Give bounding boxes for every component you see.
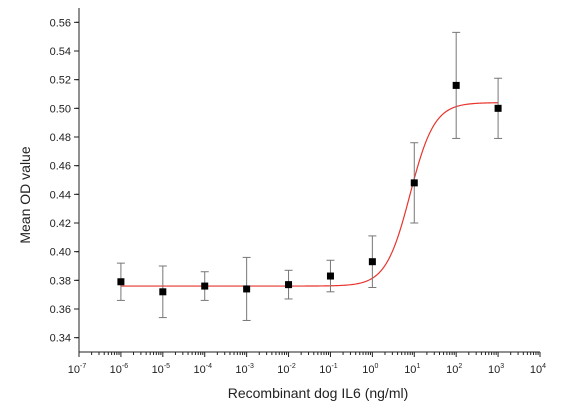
y-tick-label: 0.56 — [50, 17, 71, 29]
x-axis-title: Recombinant dog IL6 (ng/ml) — [228, 385, 409, 401]
x-tick-label: 102 — [446, 363, 462, 376]
x-tick-label: 10-1 — [319, 363, 338, 376]
y-tick-label: 0.54 — [50, 46, 71, 58]
y-tick-label: 0.40 — [50, 247, 71, 259]
x-tick-label: 104 — [530, 363, 546, 376]
y-tick-label: 0.46 — [50, 161, 71, 173]
y-axis-title: Mean OD value — [17, 146, 33, 243]
x-tick-label: 10-3 — [235, 363, 254, 376]
fit-curve — [120, 102, 499, 287]
y-tick-label: 0.38 — [50, 275, 71, 287]
data-point — [326, 272, 334, 280]
data-point — [410, 179, 418, 187]
data-points — [117, 81, 502, 296]
data-point — [201, 282, 209, 290]
data-point — [368, 258, 376, 266]
x-axis-ticks: 10-7 10-6 10-5 10-4 10-3 10-2 10-1 100 101 102 103… — [68, 352, 546, 376]
error-bars — [116, 31, 503, 321]
y-axis-ticks: 0.34 0.36 0.38 0.40 0.42 0.44 0.46 0.48 0.50 0.52… — [50, 17, 79, 345]
axes — [78, 8, 540, 353]
x-tick-label: 10-6 — [110, 363, 129, 376]
x-tick-label: 101 — [404, 363, 420, 376]
y-tick-label: 0.42 — [50, 218, 71, 230]
y-tick-label: 0.36 — [50, 304, 71, 316]
data-point — [243, 285, 251, 293]
x-tick-label: 10-7 — [68, 363, 87, 376]
y-tick-label: 0.50 — [50, 103, 71, 115]
data-point — [285, 281, 293, 289]
y-tick-label: 0.44 — [50, 189, 71, 201]
x-tick-label: 10-2 — [277, 363, 296, 376]
data-point — [117, 278, 125, 286]
x-tick-label: 103 — [488, 363, 504, 376]
y-tick-label: 0.52 — [50, 75, 71, 87]
y-tick-label: 0.48 — [50, 132, 71, 144]
data-point — [159, 288, 167, 296]
x-tick-label: 10-4 — [193, 363, 212, 376]
data-point — [494, 104, 502, 112]
x-tick-label: 10-5 — [152, 363, 171, 376]
y-tick-label: 0.34 — [50, 333, 71, 345]
data-point — [452, 81, 460, 89]
x-tick-label: 100 — [362, 363, 378, 376]
